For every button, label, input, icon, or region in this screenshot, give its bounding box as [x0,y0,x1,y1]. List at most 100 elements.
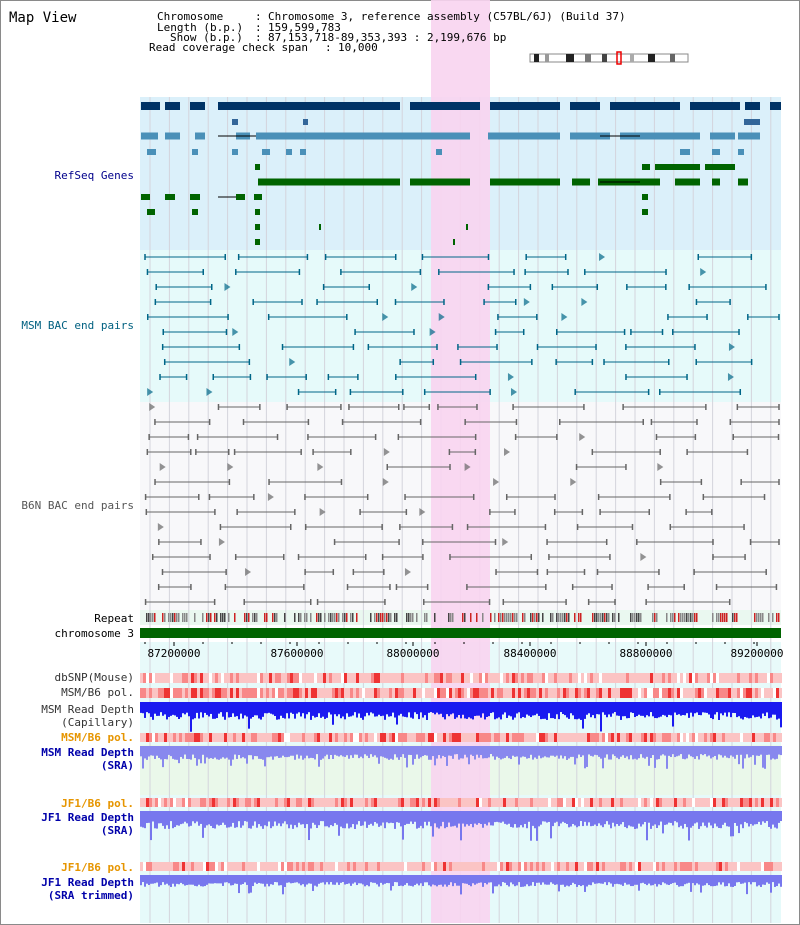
jf1-sra-depth-bar [750,811,752,824]
msm-sra-depth-bar [480,746,482,756]
repeat-element [558,613,560,622]
repeat-element [680,613,682,622]
jf1-trim-depth-bar [540,875,542,885]
msm-capillary-depth-bar [460,702,462,719]
msm-pol-cell [626,688,629,698]
msm-pol-sra-cell [503,733,506,742]
msm-pol-cell [197,688,200,698]
jf1-trim-depth-bar [434,875,436,886]
track-label-jf1-depth-trim-1: JF1 Read Depth [41,876,134,889]
jf1-pol-cell [212,798,215,807]
msm-capillary-depth-bar [728,702,730,713]
jf1-trim-depth-bar [236,875,238,884]
msm-capillary-depth-bar [516,702,518,714]
jf1-sra-depth-bar [254,811,256,822]
jf1-pol-trim-cell [251,862,254,871]
dbsnp-cell [515,673,518,683]
jf1-pol-cell [578,798,581,807]
msm-bac-pair-arrow [289,358,296,366]
msm-pol-sra-cell [719,733,722,742]
jf1-pol-trim-cell [272,862,275,871]
jf1-sra-depth-bar [770,811,772,829]
msm-capillary-depth-bar [484,702,486,720]
jf1-pol-trim-cell [185,862,188,871]
jf1-trim-depth-bar [340,875,342,883]
msm-sra-depth-bar [304,746,306,759]
msm-sra-depth-bar [674,746,676,758]
msm-capillary-depth-bar [146,702,148,713]
msm-sra-depth-bar [768,746,770,755]
jf1-trim-depth-bar [582,875,584,886]
dbsnp-cell [677,673,680,683]
msm-pol-cell [338,688,341,698]
repeat-element [406,613,408,622]
jf1-pol-cell [311,798,314,807]
jf1-pol-trim-cell [155,862,158,871]
jf1-trim-depth-bar [306,875,308,885]
repeat-element [176,613,178,622]
jf1-sra-depth-bar [620,811,622,825]
msm-pol-sra-cell [386,733,389,742]
msm-sra-depth-bar [444,746,446,758]
jf1-pol-trim-cell [422,862,425,871]
jf1-sra-depth-bar [712,811,714,829]
msm-pol-sra-cell [737,733,740,742]
jf1-pol-cell [647,798,650,807]
jf1-pol-cell [680,798,683,807]
jf1-trim-depth-bar [256,875,258,884]
dbsnp-cell [140,673,143,683]
msm-capillary-depth-bar [220,702,222,713]
msm-capillary-depth-bar [160,702,162,713]
msm-sra-depth-bar [384,746,386,758]
jf1-sra-depth-bar [444,811,446,829]
repeat-element [298,613,300,622]
jf1-sra-depth-bar [428,811,430,822]
msm-pol-sra-cell [206,733,209,742]
msm-pol-sra-cell [287,733,290,742]
jf1-pol-cell [149,798,152,807]
jf1-sra-depth-bar [232,811,234,823]
msm-sra-depth-bar [390,746,392,759]
msm-sra-depth-bar [242,746,244,758]
msm-capillary-depth-bar [384,702,386,720]
jf1-pol-trim-cell [707,862,710,871]
jf1-sra-depth-bar [272,811,274,827]
jf1-sra-depth-bar [184,811,186,822]
msm-pol-cell [173,688,176,698]
dbsnp-cell [197,673,200,683]
jf1-trim-depth-bar [768,875,770,884]
dbsnp-cell [332,673,335,683]
dbsnp-cell [275,673,278,683]
jf1-pol-trim-cell [596,862,599,871]
dbsnp-cell [158,673,161,683]
msm-sra-depth-bar [184,746,186,755]
msm-capillary-depth-bar [692,702,694,717]
jf1-trim-depth-bar [752,875,754,883]
jf1-pol-trim-cell [701,862,704,871]
msm-sra-depth-bar [596,746,598,756]
jf1-sra-depth-bar [182,811,184,824]
msm-capillary-depth-bar [152,702,154,720]
msm-capillary-depth-bar [518,702,520,713]
msm-capillary-depth-bar [284,702,286,719]
dbsnp-cell [227,673,230,683]
msm-sra-depth-bar [336,746,338,756]
repeat-element [416,613,418,622]
jf1-trim-depth-bar [550,875,552,883]
jf1-pol-cell [197,798,200,807]
dbsnp-cell [326,673,329,683]
msm-pol-sra-cell [446,733,449,742]
msm-pol-cell [395,688,398,698]
jf1-sra-depth-bar [524,811,526,824]
jf1-pol-cell [767,798,770,807]
msm-sra-depth-bar [700,746,702,755]
jf1-sra-depth-bar [298,811,300,823]
jf1-pol-cell [395,798,398,807]
dbsnp-cell [278,673,281,683]
msm-pol-sra-cell [485,733,488,742]
dbsnp-cell [608,673,611,683]
msm-pol-sra-cell [770,733,773,742]
jf1-sra-depth-bar [530,811,532,841]
jf1-trim-depth-bar [502,875,504,883]
